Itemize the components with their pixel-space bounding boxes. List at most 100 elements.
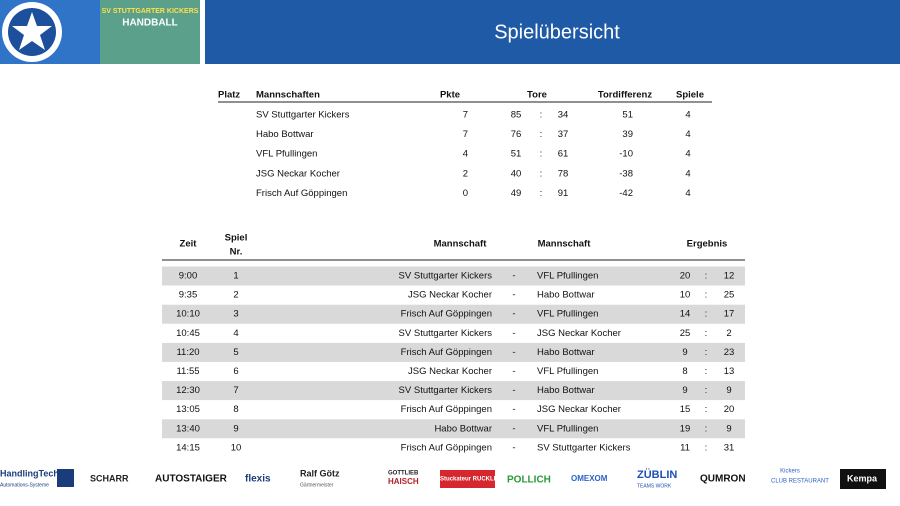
column-header: Pkte [440, 90, 460, 101]
table-cell: 78 [558, 168, 569, 179]
sponsor-logo: Automations-Systeme [0, 482, 49, 488]
table-cell: 8 [233, 404, 238, 415]
separator: - [512, 290, 515, 301]
table-cell: Habo Bottwar [537, 385, 595, 396]
sponsor-logo: HandlingTech [0, 468, 59, 478]
separator: : [705, 404, 708, 415]
table-cell: 61 [558, 149, 569, 160]
separator: - [512, 366, 515, 377]
table-cell: Frisch Auf Göppingen [256, 188, 347, 199]
separator: : [705, 385, 708, 396]
sponsor-logo: GOTTLIEB [388, 471, 419, 477]
table-cell: 4 [685, 129, 690, 140]
table-cell: 13:40 [176, 423, 200, 434]
table-cell: JSG Neckar Kocher [537, 404, 621, 415]
table-cell: Habo Bottwar [256, 129, 314, 140]
table-cell: 12:30 [176, 385, 200, 396]
table-cell: Frisch Auf Göppingen [401, 309, 492, 320]
separator: : [540, 188, 543, 199]
table-cell: JSG Neckar Kocher [408, 290, 492, 301]
sponsor-logo: TEAMS WORK [637, 483, 672, 489]
table-cell: 10:45 [176, 328, 200, 339]
table-cell: VFL Pfullingen [537, 423, 598, 434]
table-cell: 51 [511, 149, 522, 160]
sponsor-logo: Kempa [847, 473, 878, 483]
table-cell: 10 [680, 290, 691, 301]
sponsor-logo: Kickers [780, 469, 800, 475]
table-cell: 9 [682, 347, 687, 358]
table-cell: -38 [619, 168, 633, 179]
logo-text: SV STUTTGARTER KICKERS [102, 8, 199, 15]
row-bg [162, 419, 745, 439]
table-cell: 19 [680, 423, 691, 434]
table-cell: 39 [622, 129, 633, 140]
column-header: Mannschaft [434, 239, 488, 250]
table-cell: 6 [233, 366, 238, 377]
separator: : [540, 129, 543, 140]
separator: - [512, 442, 515, 453]
table-cell: 2 [233, 290, 238, 301]
table-cell: 9:00 [179, 271, 198, 282]
sponsor-logo: Gärtnermeister [300, 482, 334, 488]
separator: - [512, 347, 515, 358]
table-cell: 3 [233, 309, 238, 320]
separator: : [705, 309, 708, 320]
table-cell: JSG Neckar Kocher [537, 328, 621, 339]
table-cell: 17 [724, 309, 735, 320]
table-cell: SV Stuttgarter Kickers [399, 385, 493, 396]
table-cell: 9:35 [179, 290, 198, 301]
table-cell: SV Stuttgarter Kickers [399, 271, 493, 282]
table-cell: 11:20 [176, 347, 199, 358]
sponsor-logo: AUTOSTAIGER [155, 474, 228, 485]
table-cell: Habo Bottwar [537, 347, 595, 358]
sponsor-logo: Stuckateur RUCKLE [440, 477, 498, 483]
table-cell: 4 [685, 188, 690, 199]
table-cell: VFL Pfullingen [537, 366, 598, 377]
separator: : [540, 168, 543, 179]
table-cell: SV Stuttgarter Kickers [256, 110, 350, 121]
table-cell: 31 [724, 442, 735, 453]
separator: - [512, 385, 515, 396]
table-cell: 9 [233, 423, 238, 434]
table-cell: 49 [511, 188, 522, 199]
row-bg [162, 266, 745, 286]
table-cell: VFL Pfullingen [537, 309, 598, 320]
column-header: Mannschaft [538, 239, 592, 250]
table-cell: 37 [558, 129, 569, 140]
separator: : [705, 366, 708, 377]
table-cell: 12 [724, 271, 735, 282]
table-cell: Habo Bottwar [434, 423, 492, 434]
table-cell: 1 [233, 271, 238, 282]
column-header: Tore [527, 90, 547, 101]
column-header: Zeit [180, 239, 198, 250]
logo-box [57, 469, 74, 487]
table-cell: 9 [726, 423, 731, 434]
row-bg [162, 381, 745, 401]
sponsor-logo: HAISCH [388, 477, 419, 486]
table-cell: 14:15 [176, 442, 200, 453]
table-cell: 85 [511, 110, 522, 121]
separator: : [705, 271, 708, 282]
table-cell: 4 [685, 168, 690, 179]
sponsor-logo: CLUB RESTAURANT [771, 479, 829, 485]
table-cell: 13:05 [176, 404, 200, 415]
column-header: Ergebnis [687, 239, 728, 250]
column-header: Mannschaften [256, 90, 320, 101]
column-header: Spiele [676, 90, 704, 101]
separator: : [705, 290, 708, 301]
table-cell: -10 [619, 149, 633, 160]
column-header: Tordifferenz [598, 90, 652, 101]
row-bg [162, 342, 745, 362]
table-cell: 8 [682, 366, 687, 377]
logo-accent [100, 0, 200, 64]
title-bar [205, 0, 900, 64]
table-cell: 4 [463, 149, 468, 160]
separator: : [705, 347, 708, 358]
table-cell: Frisch Auf Göppingen [401, 347, 492, 358]
table-cell: 25 [724, 290, 735, 301]
table-cell: 10 [231, 442, 242, 453]
table-cell: 15 [680, 404, 691, 415]
table-cell: Frisch Auf Göppingen [401, 442, 492, 453]
table-cell: 9 [726, 385, 731, 396]
table-cell: 0 [463, 188, 468, 199]
